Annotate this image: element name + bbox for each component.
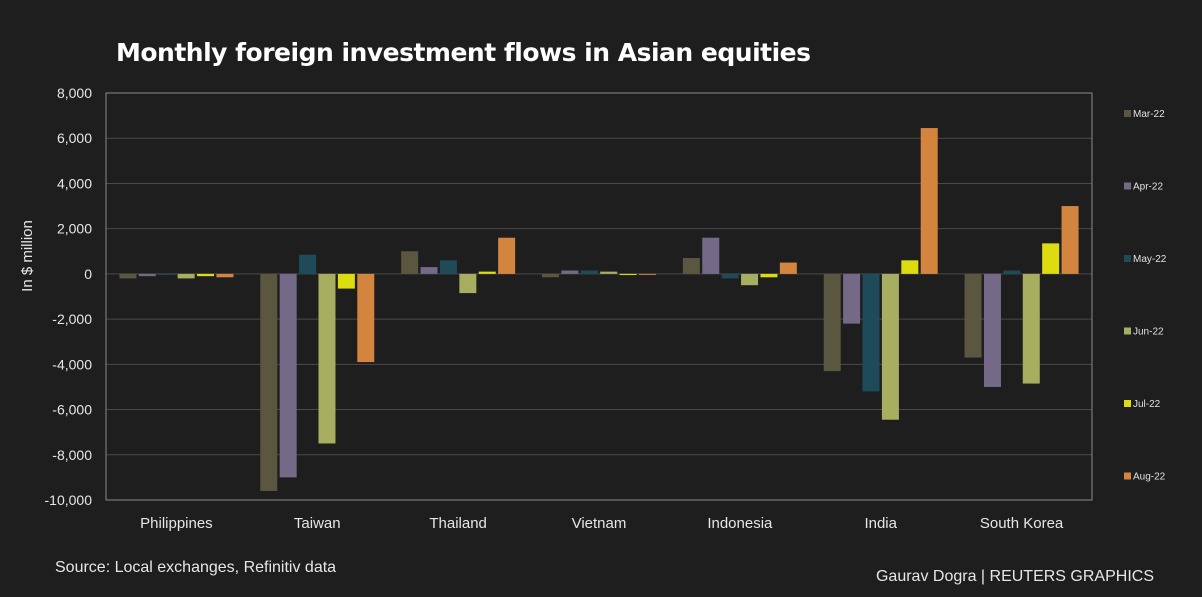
y-tick-label: 0 [84,266,92,282]
category-label: Philippines [140,515,213,532]
legend-label: Jul-22 [1133,399,1161,410]
bar-vietnam-apr-22 [561,270,579,274]
bar-philippines-may-22 [158,273,176,276]
plot-border [105,92,1093,501]
legend-label: May-22 [1133,254,1167,265]
bar-south-korea-mar-22 [964,273,982,358]
credit-line: Gaurav Dogra | REUTERS GRAPHICS [875,568,1154,585]
bar-india-jun-22 [881,273,899,420]
bar-taiwan-may-22 [299,254,317,274]
bar-thailand-jul-22 [478,271,496,274]
y-tick-label: 8,000 [57,85,92,101]
y-tick-label: 6,000 [57,130,92,146]
legend-swatch [1124,182,1131,190]
bar-south-korea-jun-22 [1022,273,1040,384]
bar-india-jul-22 [901,260,919,274]
bar-south-korea-apr-22 [983,273,1001,387]
y-tick-label: -10,000 [45,492,93,508]
legend-swatch [1124,400,1131,407]
bar-india-apr-22 [843,273,861,324]
legend-swatch [1124,110,1131,117]
bar-philippines-jun-22 [177,273,195,279]
bar-vietnam-may-22 [580,270,598,274]
bar-indonesia-aug-22 [779,262,797,274]
legend-swatch [1124,472,1131,480]
bar-indonesia-mar-22 [682,258,700,274]
category-label: South Korea [980,515,1064,532]
y-tick-label: 2,000 [57,221,92,237]
bar-thailand-mar-22 [401,251,419,274]
bar-india-aug-22 [920,128,938,274]
legend-swatch [1124,327,1131,335]
y-axis-ticks: 8,000 6,000 4,000 2,000 0 -2,000 -4,000 -6,000 -… [45,85,93,508]
y-tick-label: -4,000 [52,356,92,372]
legend-label: Apr-22 [1133,182,1163,193]
bar-taiwan-mar-22 [260,273,278,491]
x-axis-categories: Philippines Taiwan Thailand Vietnam Indonesi… [140,515,1064,532]
bar-philippines-jul-22 [197,273,215,277]
bar-taiwan-aug-22 [357,273,375,363]
bar-taiwan-apr-22 [279,273,297,478]
bar-thailand-jun-22 [459,273,477,294]
y-tick-label: -8,000 [52,447,92,463]
bar-vietnam-mar-22 [542,273,559,278]
bar-indonesia-apr-22 [702,237,720,274]
y-tick-label: 4,000 [57,175,92,191]
bar-indonesia-may-22 [721,273,739,279]
bar-south-korea-jul-22 [1042,243,1060,274]
legend-label: Jun-22 [1133,327,1164,338]
bar-philippines-apr-22 [138,273,156,277]
bars [119,128,1079,491]
bar-indonesia-jun-22 [741,273,759,286]
legend-swatch [1124,255,1131,262]
category-label: Indonesia [707,515,773,532]
bar-south-korea-may-22 [1003,270,1021,274]
category-label: Taiwan [294,515,341,532]
category-label: Thailand [429,515,487,532]
y-tick-label: -2,000 [52,311,92,327]
category-label: India [864,515,897,532]
bar-indonesia-jul-22 [760,273,778,278]
bar-taiwan-jun-22 [318,273,336,444]
bar-vietnam-aug-22 [639,273,656,275]
legend-label: Aug-22 [1133,472,1166,483]
y-axis-label: In $ million [19,220,36,292]
plot-frame [105,92,1093,501]
bar-philippines-mar-22 [119,273,137,279]
legend: Mar-22 Apr-22 May-22 Jun-22 Jul-22 Aug-22 [1124,109,1167,483]
y-tick-label: -6,000 [52,402,92,418]
bar-india-mar-22 [823,273,841,372]
chart-title: Monthly foreign investment flows in Asia… [116,38,811,67]
legend-label: Mar-22 [1133,109,1165,120]
bar-vietnam-jun-22 [600,271,618,274]
grid-lines [106,92,1092,501]
bar-thailand-may-22 [439,260,457,274]
bar-taiwan-jul-22 [337,273,355,289]
bar-philippines-aug-22 [216,273,234,278]
bar-india-may-22 [862,273,880,392]
source-note: Source: Local exchanges, Refinitiv data [55,559,337,576]
category-label: Vietnam [572,515,627,532]
bar-south-korea-aug-22 [1061,206,1079,274]
bar-vietnam-jul-22 [619,273,637,276]
bar-thailand-apr-22 [420,267,438,274]
bar-thailand-aug-22 [498,237,516,274]
